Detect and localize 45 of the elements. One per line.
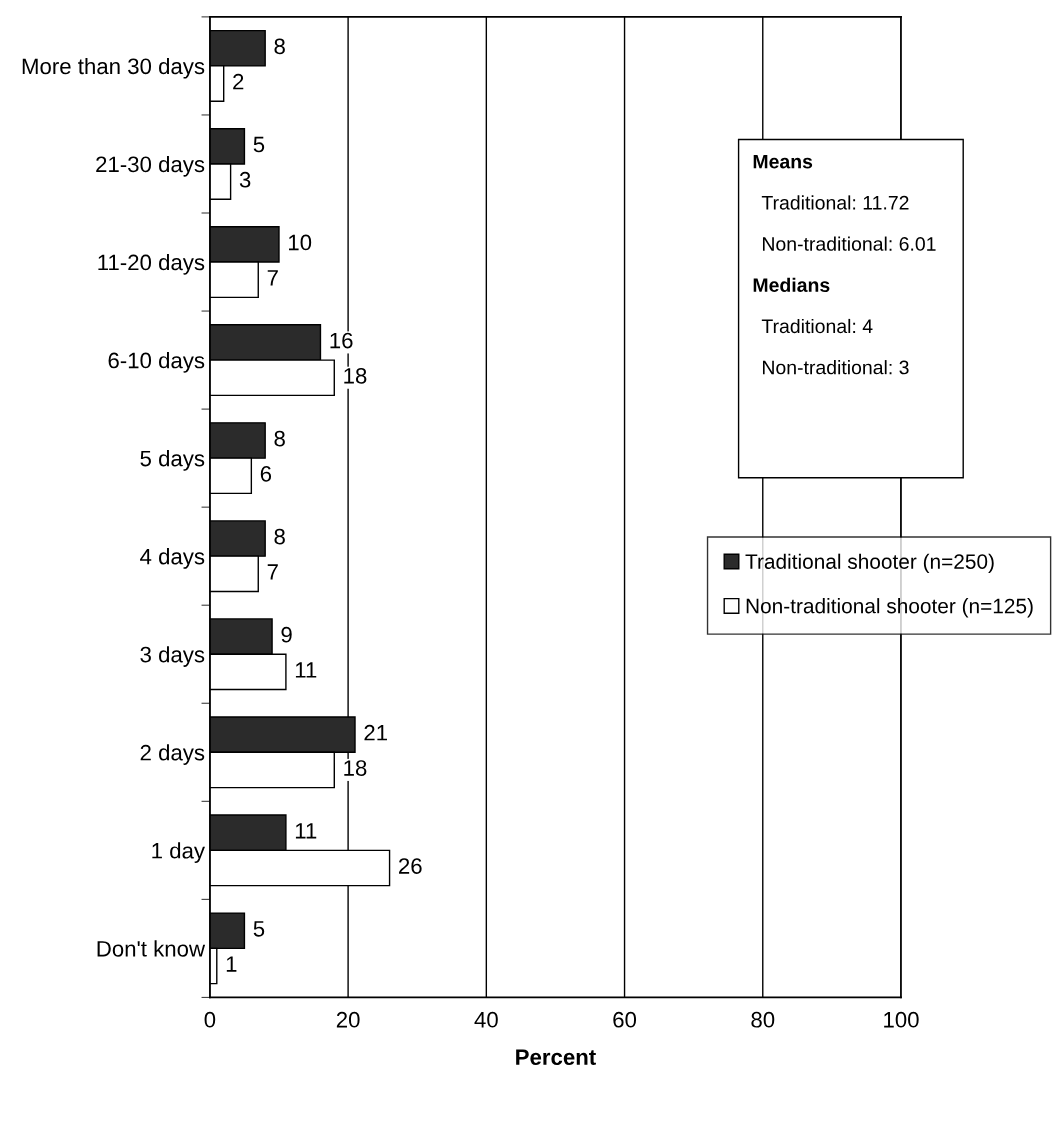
- data-label: 26: [399, 858, 422, 874]
- y-tick-label: 5 days: [140, 450, 205, 471]
- data-label: 8: [274, 430, 285, 447]
- data-label: 10: [289, 234, 312, 251]
- data-label: 6: [260, 466, 272, 482]
- x-tick-label: 20: [336, 1011, 360, 1028]
- data-label: 18: [344, 760, 367, 776]
- data-label: 1: [226, 956, 237, 972]
- data-label: 16: [330, 332, 353, 349]
- data-label: 18: [344, 367, 367, 384]
- y-tick-label: 1 day: [152, 842, 205, 863]
- data-label: 9: [281, 626, 292, 643]
- x-axis-title: Percent: [516, 1049, 596, 1065]
- x-tick-label: 100: [884, 1011, 919, 1028]
- y-tick-label: 21-30 days: [96, 155, 205, 177]
- y-tick-label: 2 days: [140, 744, 205, 765]
- y-tick-label: More than 30 days: [22, 57, 205, 79]
- data-label: 8: [274, 38, 285, 55]
- x-tick-label: 40: [474, 1011, 498, 1028]
- x-tick-label: 60: [613, 1011, 637, 1028]
- legend-label: Non-traditional shooter (n=125): [746, 598, 1033, 618]
- data-label: 21: [364, 724, 387, 741]
- annotation: Traditional: 11.72: [761, 195, 909, 210]
- y-tick-label: 11-20 days: [98, 253, 205, 275]
- legend-label: Traditional shooter (n=250): [745, 553, 994, 574]
- data-label: 5: [253, 921, 265, 937]
- annotation: Medians: [753, 277, 830, 292]
- x-tick-label: 0: [204, 1011, 216, 1028]
- y-tick-label: 3 days: [140, 646, 205, 667]
- x-tick-label: 80: [751, 1011, 775, 1028]
- y-tick-label: Don't know: [97, 940, 206, 957]
- annotation: Traditional: 4: [761, 318, 873, 334]
- data-label: 2: [233, 73, 244, 90]
- annotation: Non-traditional: 6.01: [762, 236, 936, 251]
- data-label: 3: [239, 171, 251, 188]
- annotation: Means: [753, 154, 813, 169]
- data-label: 11: [295, 662, 317, 678]
- annotation: Non-traditional: 3: [762, 360, 909, 375]
- y-tick-label: 6-10 days: [108, 352, 205, 373]
- data-label: 11: [295, 823, 317, 839]
- data-label: 7: [267, 564, 278, 580]
- data-label: 8: [274, 528, 285, 545]
- data-label: 7: [267, 270, 278, 286]
- y-tick-label: 4 days: [140, 548, 205, 569]
- data-label: 5: [253, 136, 265, 153]
